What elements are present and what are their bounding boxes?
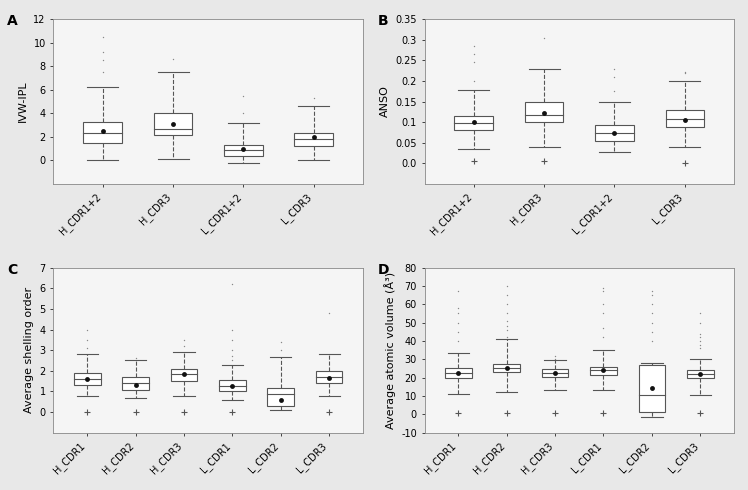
Bar (445, 368, 472, 378)
Bar (687, 370, 714, 378)
Y-axis label: IVW-IPL: IVW-IPL (18, 81, 28, 122)
Y-axis label: ANSO: ANSO (380, 86, 390, 118)
Bar (590, 367, 617, 375)
Bar (123, 377, 149, 391)
Bar (525, 102, 563, 122)
Bar (494, 364, 520, 372)
Text: C: C (7, 263, 17, 277)
Text: D: D (378, 263, 390, 277)
Bar (153, 113, 192, 135)
Bar (83, 122, 122, 143)
Text: B: B (378, 14, 389, 28)
Bar (268, 388, 294, 406)
Y-axis label: Average shelling order: Average shelling order (24, 287, 34, 413)
Text: A: A (7, 14, 18, 28)
Bar (542, 369, 568, 377)
Y-axis label: Average atomic volume (Å³): Average atomic volume (Å³) (384, 271, 396, 429)
Bar (74, 373, 100, 385)
Bar (171, 368, 197, 381)
Bar (595, 125, 634, 141)
Bar (295, 133, 333, 147)
Bar (639, 365, 665, 412)
Bar (224, 145, 263, 156)
Bar (219, 380, 245, 392)
Bar (455, 116, 493, 129)
Bar (316, 371, 343, 383)
Bar (666, 110, 704, 127)
